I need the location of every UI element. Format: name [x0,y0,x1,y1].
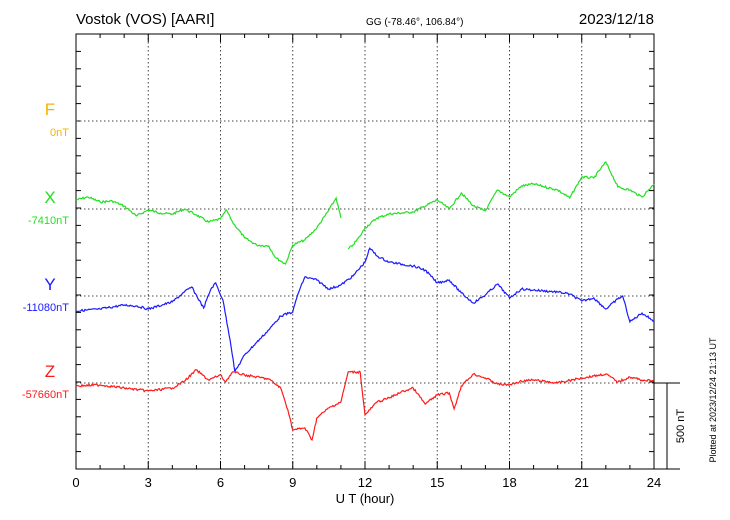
series-line-x [347,161,655,250]
x-axis-label: U T (hour) [336,491,395,506]
station-title: Vostok (VOS) [AARI] [76,11,214,28]
x-tick-label: 3 [145,475,152,490]
coordinates: GG (-78.46°, 106.84°) [366,17,464,28]
x-tick-label: 24 [647,475,661,490]
scale-bar-label: 500 nT [675,409,687,444]
series-line-z [75,369,655,441]
series-baseline-f: 0nT [50,127,69,139]
x-tick-label: 12 [358,475,372,490]
series-label-z: Z [45,362,55,381]
x-tick-label: 0 [72,475,79,490]
x-tick-label: 9 [289,475,296,490]
series-baseline-z: -57660nT [22,389,69,401]
x-tick-label: 18 [502,475,516,490]
x-tick-label: 21 [575,475,589,490]
series-label-y: Y [44,275,55,294]
series-baseline-x: -7410nT [28,215,69,227]
series-label-x: X [44,188,55,207]
x-tick-label: 6 [217,475,224,490]
date-label: 2023/12/18 [579,11,654,28]
x-tick-label: 15 [430,475,444,490]
series-line-x [75,196,342,265]
series-line-y [75,247,655,373]
plotted-timestamp: Plotted at 2023/12/24 21:13 UT [708,337,718,463]
series-label-f: F [45,100,55,119]
series-baseline-y: -11080nT [23,302,70,314]
